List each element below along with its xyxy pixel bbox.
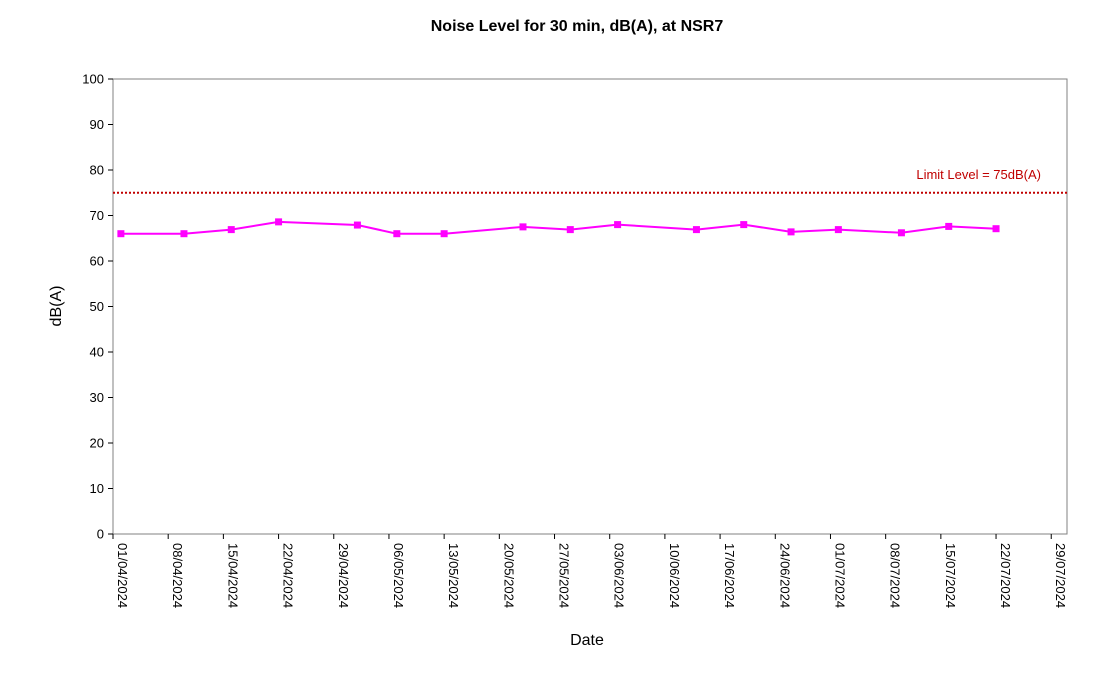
- limit-label: Limit Level = 75dB(A): [916, 167, 1041, 182]
- data-point: [945, 222, 953, 230]
- x-tick-label: 01/04/2024: [115, 543, 130, 608]
- data-point: [897, 229, 905, 237]
- data-point: [992, 225, 1000, 233]
- x-tick-label: 20/05/2024: [501, 543, 516, 608]
- y-tick-label: 0: [97, 527, 104, 542]
- x-tick-label: 15/07/2024: [943, 543, 958, 608]
- series-noise-level: [117, 218, 1000, 238]
- x-tick-label: 06/05/2024: [391, 543, 406, 608]
- x-tick-label: 10/06/2024: [667, 543, 682, 608]
- data-point: [227, 226, 235, 234]
- y-tick-label: 100: [82, 72, 104, 87]
- data-point: [353, 221, 361, 229]
- y-tick-label: 20: [90, 436, 104, 451]
- x-tick-label: 15/04/2024: [225, 543, 240, 608]
- x-tick-label: 22/07/2024: [998, 543, 1013, 608]
- data-point: [566, 226, 574, 234]
- x-tick-label: 24/06/2024: [777, 543, 792, 608]
- y-tick-label: 50: [90, 299, 104, 314]
- data-point: [275, 218, 283, 226]
- x-tick-label: 08/04/2024: [170, 543, 185, 608]
- x-tick-label: 29/07/2024: [1053, 543, 1068, 608]
- x-tick-label: 08/07/2024: [888, 543, 903, 608]
- x-tick-label: 17/06/2024: [722, 543, 737, 608]
- y-tick-label: 10: [90, 481, 104, 496]
- data-point: [440, 230, 448, 238]
- x-axis: 01/04/2024 08/04/2024 15/04/2024 22/04/2024…: [112, 534, 1068, 608]
- x-tick-label: 13/05/2024: [446, 543, 461, 608]
- y-tick-label: 80: [90, 163, 104, 178]
- chart-title: Noise Level for 30 min, dB(A), at NSR7: [431, 18, 724, 35]
- limit-level: Limit Level = 75dB(A): [113, 167, 1067, 194]
- data-point: [393, 230, 401, 238]
- y-tick-label: 70: [90, 208, 104, 223]
- y-tick-label: 60: [90, 254, 104, 269]
- data-point: [519, 223, 527, 231]
- plot-area: [112, 78, 1068, 535]
- x-tick-label: 22/04/2024: [281, 543, 296, 608]
- y-tick-label: 40: [90, 345, 104, 360]
- data-point: [740, 221, 748, 229]
- data-point: [692, 226, 700, 234]
- x-tick-label: 03/06/2024: [612, 543, 627, 608]
- data-point: [787, 228, 795, 236]
- data-point: [117, 230, 125, 238]
- x-tick-label: 29/04/2024: [336, 543, 351, 608]
- data-point: [834, 226, 842, 234]
- y-tick-label: 90: [90, 117, 104, 132]
- x-axis-title: Date: [570, 632, 604, 649]
- y-tick-label: 30: [90, 390, 104, 405]
- y-axis: 0 10 20 30 40 50 60 70 80 90 100: [82, 72, 113, 542]
- data-point: [180, 230, 188, 238]
- x-tick-label: 27/05/2024: [557, 543, 572, 608]
- y-axis-title: dB(A): [48, 286, 65, 327]
- x-tick-label: 01/07/2024: [832, 543, 847, 608]
- data-point: [614, 221, 622, 229]
